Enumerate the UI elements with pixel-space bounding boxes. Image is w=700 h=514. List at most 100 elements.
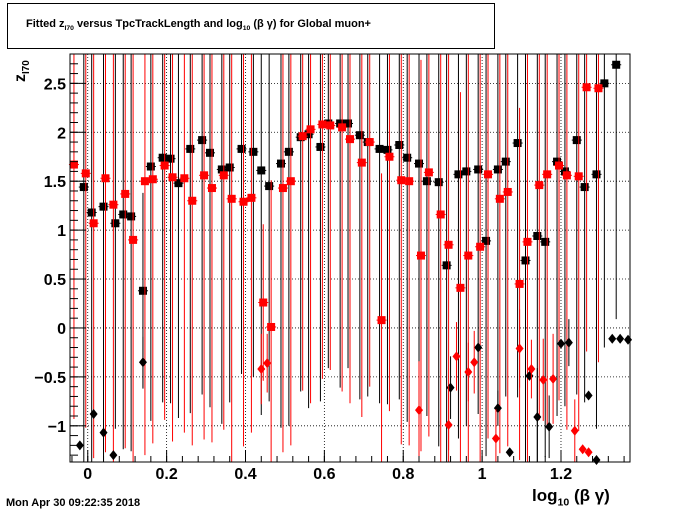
y-label-main: z <box>12 74 29 82</box>
data-point <box>442 261 451 270</box>
axis-ticks: 0 0.2 0.4 0.6 0.8 1 1.2 −1 −0.5 0 0.5 1 1.5 2 2.5 <box>34 63 625 483</box>
x-label-main: log <box>532 486 558 505</box>
data-point <box>503 187 512 196</box>
data-point <box>168 173 177 182</box>
data-point <box>75 440 84 451</box>
data-point <box>129 235 138 244</box>
data-point <box>198 136 207 145</box>
data-point <box>326 121 335 130</box>
x-axis-label: log10 (β γ) <box>532 486 610 508</box>
data-point <box>304 130 313 139</box>
data-point <box>239 197 248 206</box>
data-point <box>570 425 579 436</box>
x-tick-label: 1.2 <box>550 466 572 483</box>
data-point <box>493 165 502 174</box>
data-point <box>206 148 214 157</box>
y-tick-label: 0.5 <box>44 272 66 289</box>
x-tick-label: 0.8 <box>392 466 414 483</box>
data-point <box>600 79 609 88</box>
title-prefix: Fitted z <box>26 18 65 30</box>
data-point <box>127 212 136 221</box>
data-point <box>188 196 197 205</box>
data-point <box>416 251 425 260</box>
data-point <box>377 316 386 325</box>
chart-title: Fitted zI70 versus TpcTrackLength and lo… <box>26 18 371 32</box>
data-point <box>148 175 157 184</box>
data-point <box>415 159 424 168</box>
data-point <box>436 210 445 219</box>
data-point <box>454 170 463 179</box>
data-point <box>278 184 287 193</box>
data-point <box>624 334 633 345</box>
data-point <box>249 147 258 156</box>
series-3 <box>257 309 593 462</box>
data-point <box>306 125 315 134</box>
timestamp: Mon Apr 30 09:22:35 2018 <box>6 497 141 509</box>
x-tick-label: 0 <box>83 466 92 483</box>
data-point <box>464 366 473 377</box>
x-label-tail: (β γ) <box>569 486 610 505</box>
data-point <box>257 364 266 375</box>
data-point <box>121 189 130 198</box>
data-point <box>515 343 524 354</box>
data-point <box>456 283 465 292</box>
data-point <box>592 455 601 466</box>
title-sub2: 10 <box>242 25 251 33</box>
data-point <box>119 210 128 219</box>
data-point <box>444 240 453 249</box>
data-point <box>225 163 234 172</box>
y-tick-label: −0.5 <box>34 370 66 387</box>
data-point <box>237 144 246 153</box>
y-label-sub: I70 <box>21 60 33 74</box>
data-point <box>217 165 226 174</box>
title-box: Fitted zI70 versus TpcTrackLength and lo… <box>7 3 495 49</box>
data-point <box>446 382 455 393</box>
data-point <box>286 177 295 186</box>
data-point <box>365 138 374 147</box>
title-sub: I70 <box>64 25 74 33</box>
data-point <box>474 342 483 353</box>
data-point <box>527 364 536 375</box>
series-1 <box>68 54 604 462</box>
data-point <box>543 170 552 179</box>
data-point <box>608 333 617 344</box>
data-point <box>484 170 493 179</box>
data-point <box>87 208 96 217</box>
x-tick-label: 0.6 <box>313 466 335 483</box>
data-point <box>397 176 406 185</box>
data-point <box>375 144 384 153</box>
data-point <box>160 161 169 170</box>
x-tick-label: 0.2 <box>155 466 177 483</box>
plot-frame <box>69 53 631 463</box>
data-point <box>355 131 364 140</box>
data-point <box>415 405 424 416</box>
data-point <box>200 171 209 180</box>
y-tick-label: 2 <box>57 125 66 142</box>
data-point <box>101 174 110 183</box>
data-point <box>584 447 593 458</box>
data-point <box>158 153 167 162</box>
data-point <box>470 357 479 368</box>
data-point <box>505 447 514 458</box>
data-point <box>247 193 256 202</box>
x-tick-label: 1 <box>478 466 487 483</box>
data-point <box>549 373 558 384</box>
data-point <box>594 84 603 93</box>
data-point <box>383 145 392 154</box>
chart-marks <box>68 54 633 466</box>
data-point <box>521 256 530 265</box>
data-point <box>556 338 565 349</box>
data-point <box>109 450 118 461</box>
title-middle: versus TpcTrackLength and log <box>73 18 243 30</box>
data-point <box>523 237 532 246</box>
title-suffix: (β γ) for Global muon+ <box>250 18 371 30</box>
data-point <box>482 236 491 245</box>
data-point <box>403 153 412 162</box>
data-point <box>146 162 155 171</box>
data-point <box>452 351 461 362</box>
data-point <box>259 298 268 307</box>
data-point <box>434 178 443 187</box>
data-point <box>582 83 591 92</box>
data-point <box>227 194 236 203</box>
data-point <box>263 358 272 369</box>
